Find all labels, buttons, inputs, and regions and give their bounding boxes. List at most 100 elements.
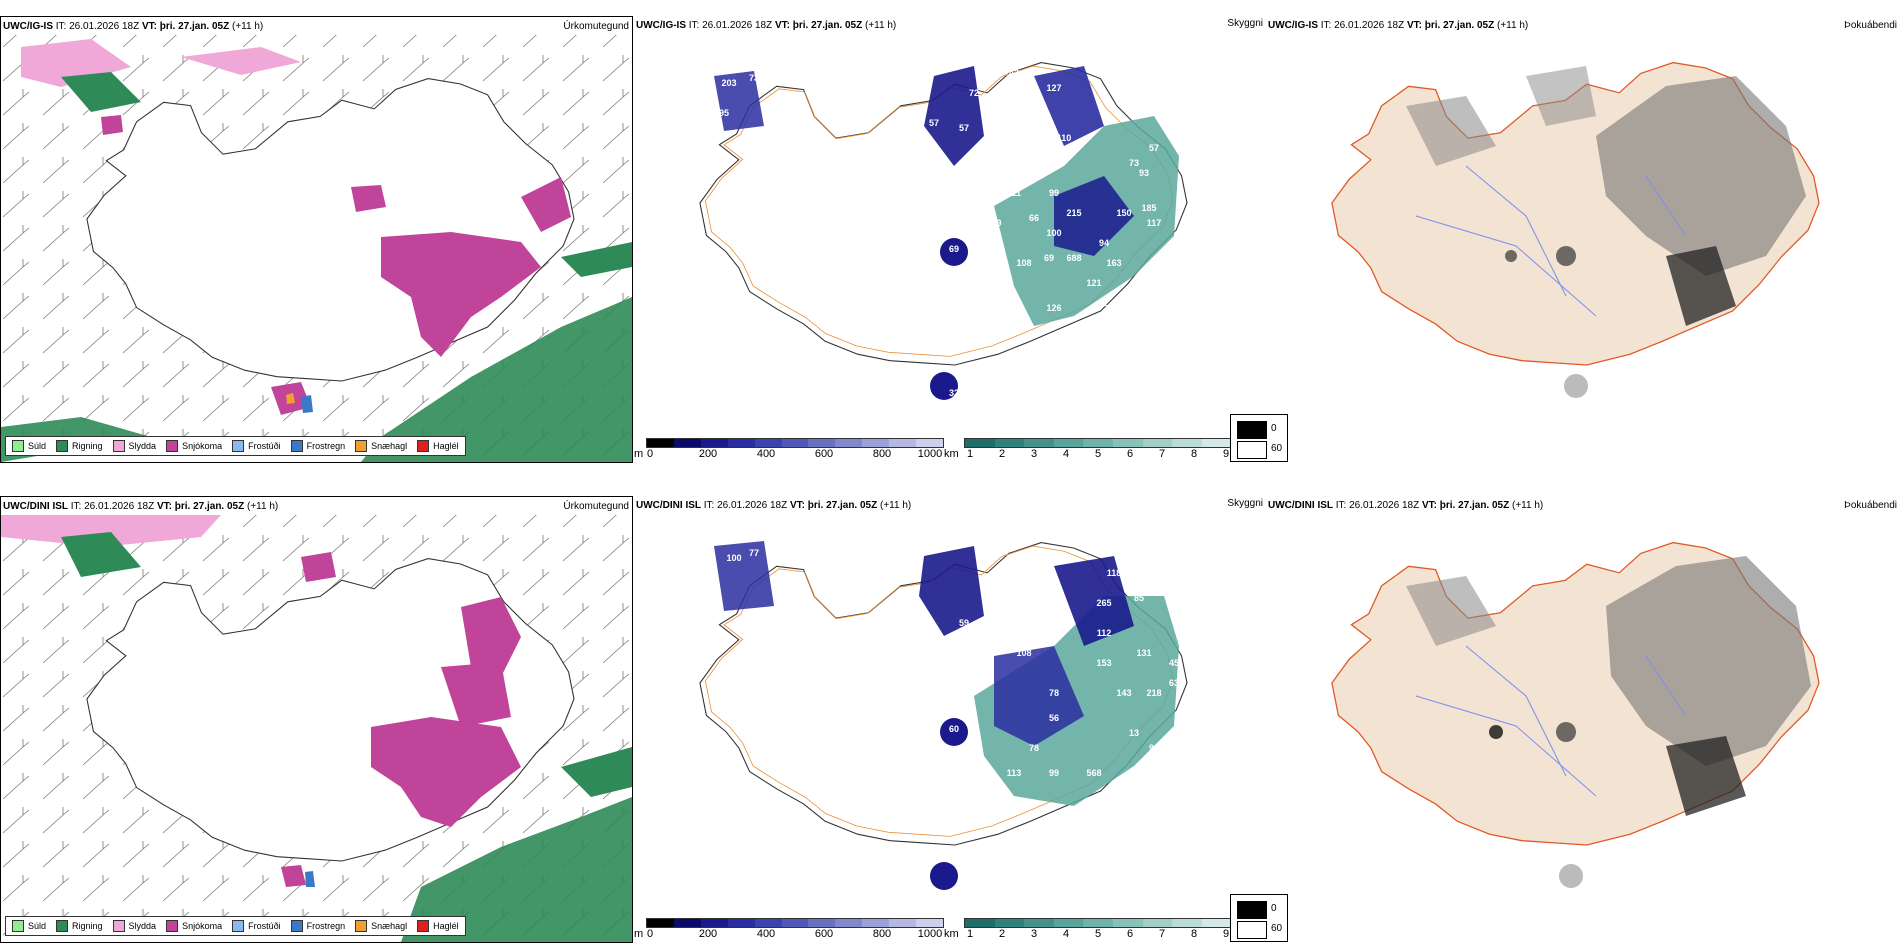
cloud-height-label: 69 bbox=[1044, 253, 1054, 263]
height-swatch bbox=[889, 919, 917, 927]
height-tick: 200 bbox=[698, 928, 718, 940]
cloud-height-label: 127 bbox=[1046, 83, 1061, 93]
fog-panel-row2: UWC/DINI ISL IT: 26.01.2026 18Z VT: þri.… bbox=[1230, 496, 1900, 943]
base-tick: 3 bbox=[1030, 928, 1038, 940]
cloud-height-label: 688 bbox=[1066, 253, 1081, 263]
legend-label: Haglél bbox=[433, 441, 459, 451]
height-tick: 600 bbox=[814, 928, 834, 940]
base-tick: 2 bbox=[998, 928, 1006, 940]
height-tick: 800 bbox=[872, 928, 892, 940]
cloud-map: 203 73 95 29 127 72 57 57 69 104 111 42 110 73 57 93 99 6… bbox=[699, 48, 1188, 400]
cloud-height-label: 100 bbox=[726, 553, 741, 563]
height-tick: 0 bbox=[646, 928, 654, 940]
cloud-height-label: 112 bbox=[1097, 628, 1112, 638]
legend-label: Slydda bbox=[128, 441, 157, 451]
cloud-map: 100 77 118 265 85 59 79 108 112 153 131 45 143 218 78 5… bbox=[699, 541, 1188, 900]
height-swatch bbox=[835, 919, 863, 927]
fog-swatch-black bbox=[1237, 421, 1267, 439]
valid-label: VT: bbox=[1406, 20, 1422, 31]
precip-panel-row1: UWC/IG-IS IT: 26.01.2026 18Z VT: þri. 27… bbox=[0, 16, 633, 463]
base-swatch bbox=[965, 439, 995, 447]
legend-label: Rigning bbox=[72, 441, 103, 451]
base-tick: 8 bbox=[1190, 448, 1198, 460]
base-swatch bbox=[1112, 919, 1143, 927]
legend-item-snaehagl: Snæhagl bbox=[355, 440, 407, 452]
cloud-height-label: 59 bbox=[959, 618, 969, 628]
valid-label: VT: bbox=[141, 21, 157, 32]
base-tick: 2 bbox=[998, 448, 1006, 460]
height-swatch bbox=[916, 919, 943, 927]
fog-panel-row1: UWC/IG-IS IT: 26.01.2026 18Z VT: þri. 27… bbox=[1230, 16, 1900, 463]
cloud-height-label: 107 bbox=[926, 888, 941, 898]
height-colorbar: m 0 200 400 600 800 1000 bbox=[634, 438, 944, 464]
legend-swatch bbox=[232, 440, 245, 452]
cloud-height-label: 117 bbox=[1147, 218, 1162, 228]
cloud-height-label: 59 bbox=[1114, 788, 1124, 798]
base-tick: 9 bbox=[1222, 928, 1230, 940]
legend-swatch bbox=[417, 440, 430, 452]
base-swatch bbox=[994, 919, 1025, 927]
base-swatch bbox=[1024, 439, 1054, 447]
cloud-height-label: 108 bbox=[1016, 648, 1031, 658]
height-swatch bbox=[700, 919, 728, 927]
legend-item-snjokoma: Snjókoma bbox=[166, 440, 222, 452]
height-swatch bbox=[754, 439, 782, 447]
base-tick: 7 bbox=[1158, 928, 1166, 940]
height-swatch bbox=[835, 439, 863, 447]
base-tick: 6 bbox=[1126, 448, 1134, 460]
precip-title: Úrkomutegund bbox=[563, 21, 629, 32]
base-tick: 4 bbox=[1062, 928, 1070, 940]
height-unit: m bbox=[634, 448, 644, 460]
cloud-height-label: 32 bbox=[949, 388, 959, 398]
fog-legend-row1: 0 60 bbox=[1230, 414, 1288, 462]
base-swatch bbox=[1201, 439, 1232, 447]
base-swatch bbox=[1172, 919, 1202, 927]
fog-label-0: 0 bbox=[1271, 423, 1277, 434]
cloud-height-label: 94 bbox=[1099, 238, 1109, 248]
cloud-height-label: 82 bbox=[1099, 298, 1109, 308]
precip-panel-row2: UWC/DINI ISL IT: 26.01.2026 18Z VT: þri.… bbox=[0, 496, 633, 943]
cloud-height-label: 131 bbox=[1136, 648, 1151, 658]
base-tick: 7 bbox=[1158, 448, 1166, 460]
legend-item-rigning: Rigning bbox=[56, 440, 103, 452]
legend-swatch bbox=[166, 920, 179, 932]
legend-swatch bbox=[355, 920, 368, 932]
cloud-height-label: 143 bbox=[1116, 688, 1131, 698]
cloud-height-label: 45 bbox=[1169, 658, 1179, 668]
cloud-height-label: 72 bbox=[969, 88, 979, 98]
precip-legend: Súld Rigning Slydda Snjókoma Frostúði Fr… bbox=[5, 436, 466, 456]
height-tick: 1000 bbox=[917, 448, 943, 460]
cloud-height-label: 69 bbox=[929, 158, 939, 168]
panel-title: UWC/DINI ISL IT: 26.01.2026 18Z VT: þri.… bbox=[1268, 500, 1543, 511]
cloud-height-label: 93 bbox=[1139, 168, 1149, 178]
init-label: IT: bbox=[703, 500, 715, 511]
cloud-height-label: 57 bbox=[1149, 143, 1159, 153]
panel-title: UWC/IG-IS IT: 26.01.2026 18Z VT: þri. 27… bbox=[1268, 20, 1528, 31]
legend-label: Frostúði bbox=[248, 921, 281, 931]
height-swatch bbox=[647, 439, 674, 447]
precip-map bbox=[1, 515, 632, 942]
cloud-height-label: 60 bbox=[949, 724, 959, 734]
lead-time: (+11 h) bbox=[865, 20, 897, 31]
base-unit: km bbox=[944, 448, 959, 460]
legend-label: Snæhagl bbox=[371, 921, 408, 931]
legend-item-snaehagl: Snæhagl bbox=[355, 920, 407, 932]
cloud-height-label: 100 bbox=[1046, 228, 1061, 238]
cloud-title: Skyggni bbox=[1227, 18, 1263, 29]
cloud-height-label: 33 bbox=[949, 890, 959, 900]
legend-label: Frostúði bbox=[248, 441, 281, 451]
model-name: UWC/IG-IS bbox=[636, 20, 686, 31]
base-tick: 5 bbox=[1094, 448, 1102, 460]
base-tick: 9 bbox=[1222, 448, 1230, 460]
base-swatch bbox=[965, 919, 995, 927]
cloud-height-label: 99 bbox=[1049, 188, 1059, 198]
legend-label: Frostregn bbox=[306, 921, 346, 931]
cloud-height-label: 29 bbox=[999, 48, 1009, 58]
cloud-height-label: 79 bbox=[959, 648, 969, 658]
base-swatch bbox=[1083, 919, 1113, 927]
height-tick: 400 bbox=[756, 448, 776, 460]
legend-item-frostregn: Frostregn bbox=[290, 440, 345, 452]
base-swatch bbox=[1053, 439, 1084, 447]
cloud-height-label: 95 bbox=[719, 108, 729, 118]
height-colorbar-bar bbox=[646, 438, 944, 448]
